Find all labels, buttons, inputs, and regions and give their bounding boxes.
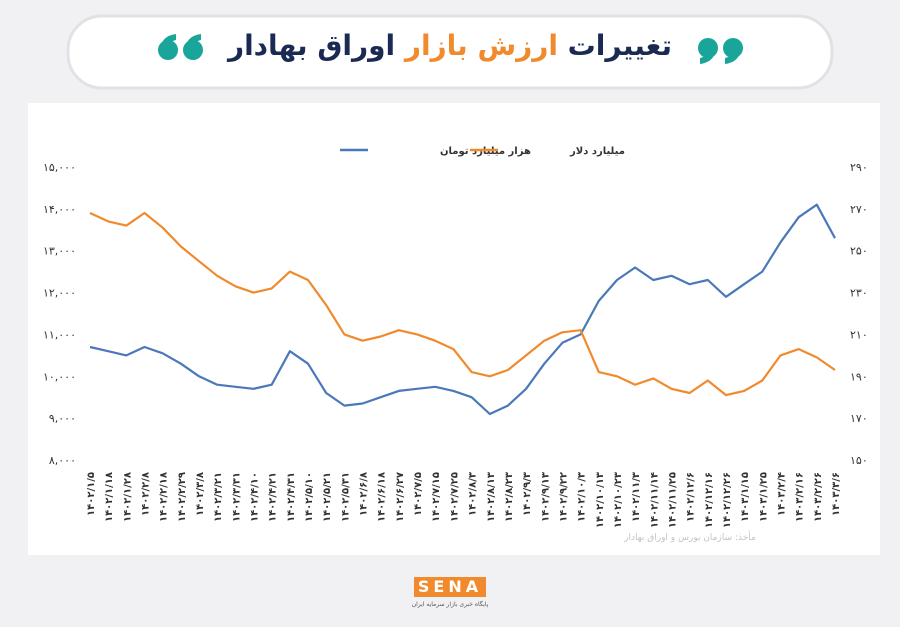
x-tick-label: ۱۴۰۲/۱۱/۱۴ [649, 472, 660, 528]
quote-right [698, 38, 743, 64]
x-tick-label: ۱۴۰۲/۶/۱۸ [377, 472, 388, 522]
y-tick-label: ۱۰,۰۰۰ [43, 370, 76, 383]
x-tick-label: ۱۴۰۲/۱/۲۸ [122, 472, 133, 522]
y2-tick-label: ۲۹۰ [850, 161, 868, 174]
title: تغییرات ارزش بازار اوراق بهادار [226, 29, 672, 62]
y-tick-label: ۱۲,۰۰۰ [43, 287, 76, 300]
y2-tick-label: ۲۷۰ [850, 203, 868, 216]
x-tick-label: ۱۴۰۲/۴/۱۰ [250, 472, 261, 522]
x-tick-label: ۱۴۰۳/۱/۱۵ [740, 472, 751, 522]
x-tick-label: ۱۴۰۳/۲/۲۶ [813, 472, 824, 522]
x-tick-label: ۱۴۰۲/۳/۳۱ [231, 472, 242, 522]
x-tick-label: ۱۴۰۲/۷/۱۵ [431, 472, 442, 522]
y-tick-label: ۱۱,۰۰۰ [43, 328, 76, 341]
x-tick-label: ۱۴۰۲/۱۱/۳ [631, 472, 642, 522]
x-tick-label: ۱۴۰۲/۶/۸ [359, 472, 370, 516]
legend-label: هزار میلیارد تومان [440, 146, 531, 157]
quote-left [158, 34, 203, 60]
x-tick-label: ۱۴۰۲/۱/۱۸ [104, 472, 115, 522]
x-tick-label: ۱۴۰۲/۱۰/۲۳ [613, 472, 624, 528]
y-tick-label: ۹,۰۰۰ [49, 412, 76, 425]
x-tick-label: ۱۴۰۲/۲/۸ [141, 472, 152, 516]
x-tick-label: ۱۴۰۲/۵/۳۱ [340, 472, 351, 522]
x-tick-label: ۱۴۰۲/۷/۵ [413, 472, 424, 516]
x-tick-label: ۱۴۰۳/۲/۱۶ [795, 472, 806, 522]
logo: SENA [418, 577, 482, 596]
y-tick-label: ۱۵,۰۰۰ [43, 161, 76, 174]
x-tick-label: ۱۴۰۲/۱۲/۱۶ [704, 472, 715, 528]
y-tick-label: ۱۴,۰۰۰ [43, 203, 76, 216]
x-tick-label: ۱۴۰۲/۹/۳ [522, 472, 533, 516]
x-tick-label: ۱۴۰۲/۶/۲۷ [395, 472, 406, 522]
source-note: مأخذ: سازمان بورس و اوراق بهادار [623, 530, 756, 543]
x-tick-label: ۱۴۰۲/۳/۲۱ [213, 472, 224, 522]
series-line [89, 211, 836, 397]
legend-label: میلیارد دلار [569, 146, 625, 157]
x-tick-label: ۱۴۰۲/۸/۳ [468, 472, 479, 516]
y-tick-label: ۱۳,۰۰۰ [43, 245, 76, 258]
x-tick-label: ۱۴۰۲/۱۰/۳ [577, 472, 588, 522]
chart-panel [28, 103, 880, 555]
title-pill [66, 14, 834, 90]
x-tick-label: ۱۴۰۲/۱۱/۲۵ [667, 472, 678, 528]
y2-tick-label: ۲۵۰ [850, 245, 868, 258]
x-tick-label: ۱۴۰۲/۱۰/۱۳ [595, 472, 606, 528]
x-tick-label: ۱۴۰۲/۳/۸ [195, 472, 206, 516]
logo-tagline: پایگاه خبری بازار سرمایه ایران [412, 600, 489, 608]
x-tick-label: ۱۴۰۲/۴/۲۱ [268, 472, 279, 522]
x-tick-label: ۱۴۰۲/۲/۱۸ [159, 472, 170, 522]
y2-tick-label: ۱۷۰ [850, 412, 868, 425]
x-tick-label: ۱۴۰۳/۳/۶ [831, 472, 842, 516]
series-line [89, 203, 836, 416]
y-tick-label: ۸,۰۰۰ [49, 454, 76, 467]
x-tick-label: ۱۴۰۲/۹/۲۲ [558, 472, 569, 522]
x-tick-label: ۱۴۰۳/۲/۴ [776, 472, 787, 516]
y2-tick-label: ۱۹۰ [850, 370, 868, 383]
y2-tick-label: ۲۳۰ [850, 287, 868, 300]
logo-box [414, 577, 486, 597]
x-tick-label: ۱۴۰۲/۷/۲۵ [449, 472, 460, 522]
x-tick-label: ۱۴۰۲/۸/۱۳ [486, 472, 497, 522]
x-tick-label: ۱۴۰۲/۵/۲۱ [322, 472, 333, 522]
x-tick-label: ۱۴۰۲/۴/۳۱ [286, 472, 297, 522]
title-start: تغییرات [568, 29, 672, 62]
title-highlight: ارزش بازار [403, 29, 558, 62]
x-tick-label: ۱۴۰۲/۱/۵ [86, 472, 97, 516]
title-end: اوراق بهادار [226, 29, 395, 62]
x-tick-label: ۱۴۰۳/۱/۲۵ [758, 472, 769, 522]
y2-tick-label: ۲۱۰ [850, 328, 868, 341]
x-tick-label: ۱۴۰۲/۸/۲۳ [504, 472, 515, 522]
x-tick-label: ۱۴۰۲/۱۲/۶ [686, 472, 697, 522]
x-tick-label: ۱۴۰۲/۹/۱۳ [540, 472, 551, 522]
x-tick-label: ۱۴۰۲/۲/۲۹ [177, 472, 188, 522]
x-tick-label: ۱۴۰۲/۵/۱۰ [304, 472, 315, 522]
x-tick-label: ۱۴۰۲/۱۲/۲۶ [722, 472, 733, 528]
y2-tick-label: ۱۵۰ [850, 454, 868, 467]
